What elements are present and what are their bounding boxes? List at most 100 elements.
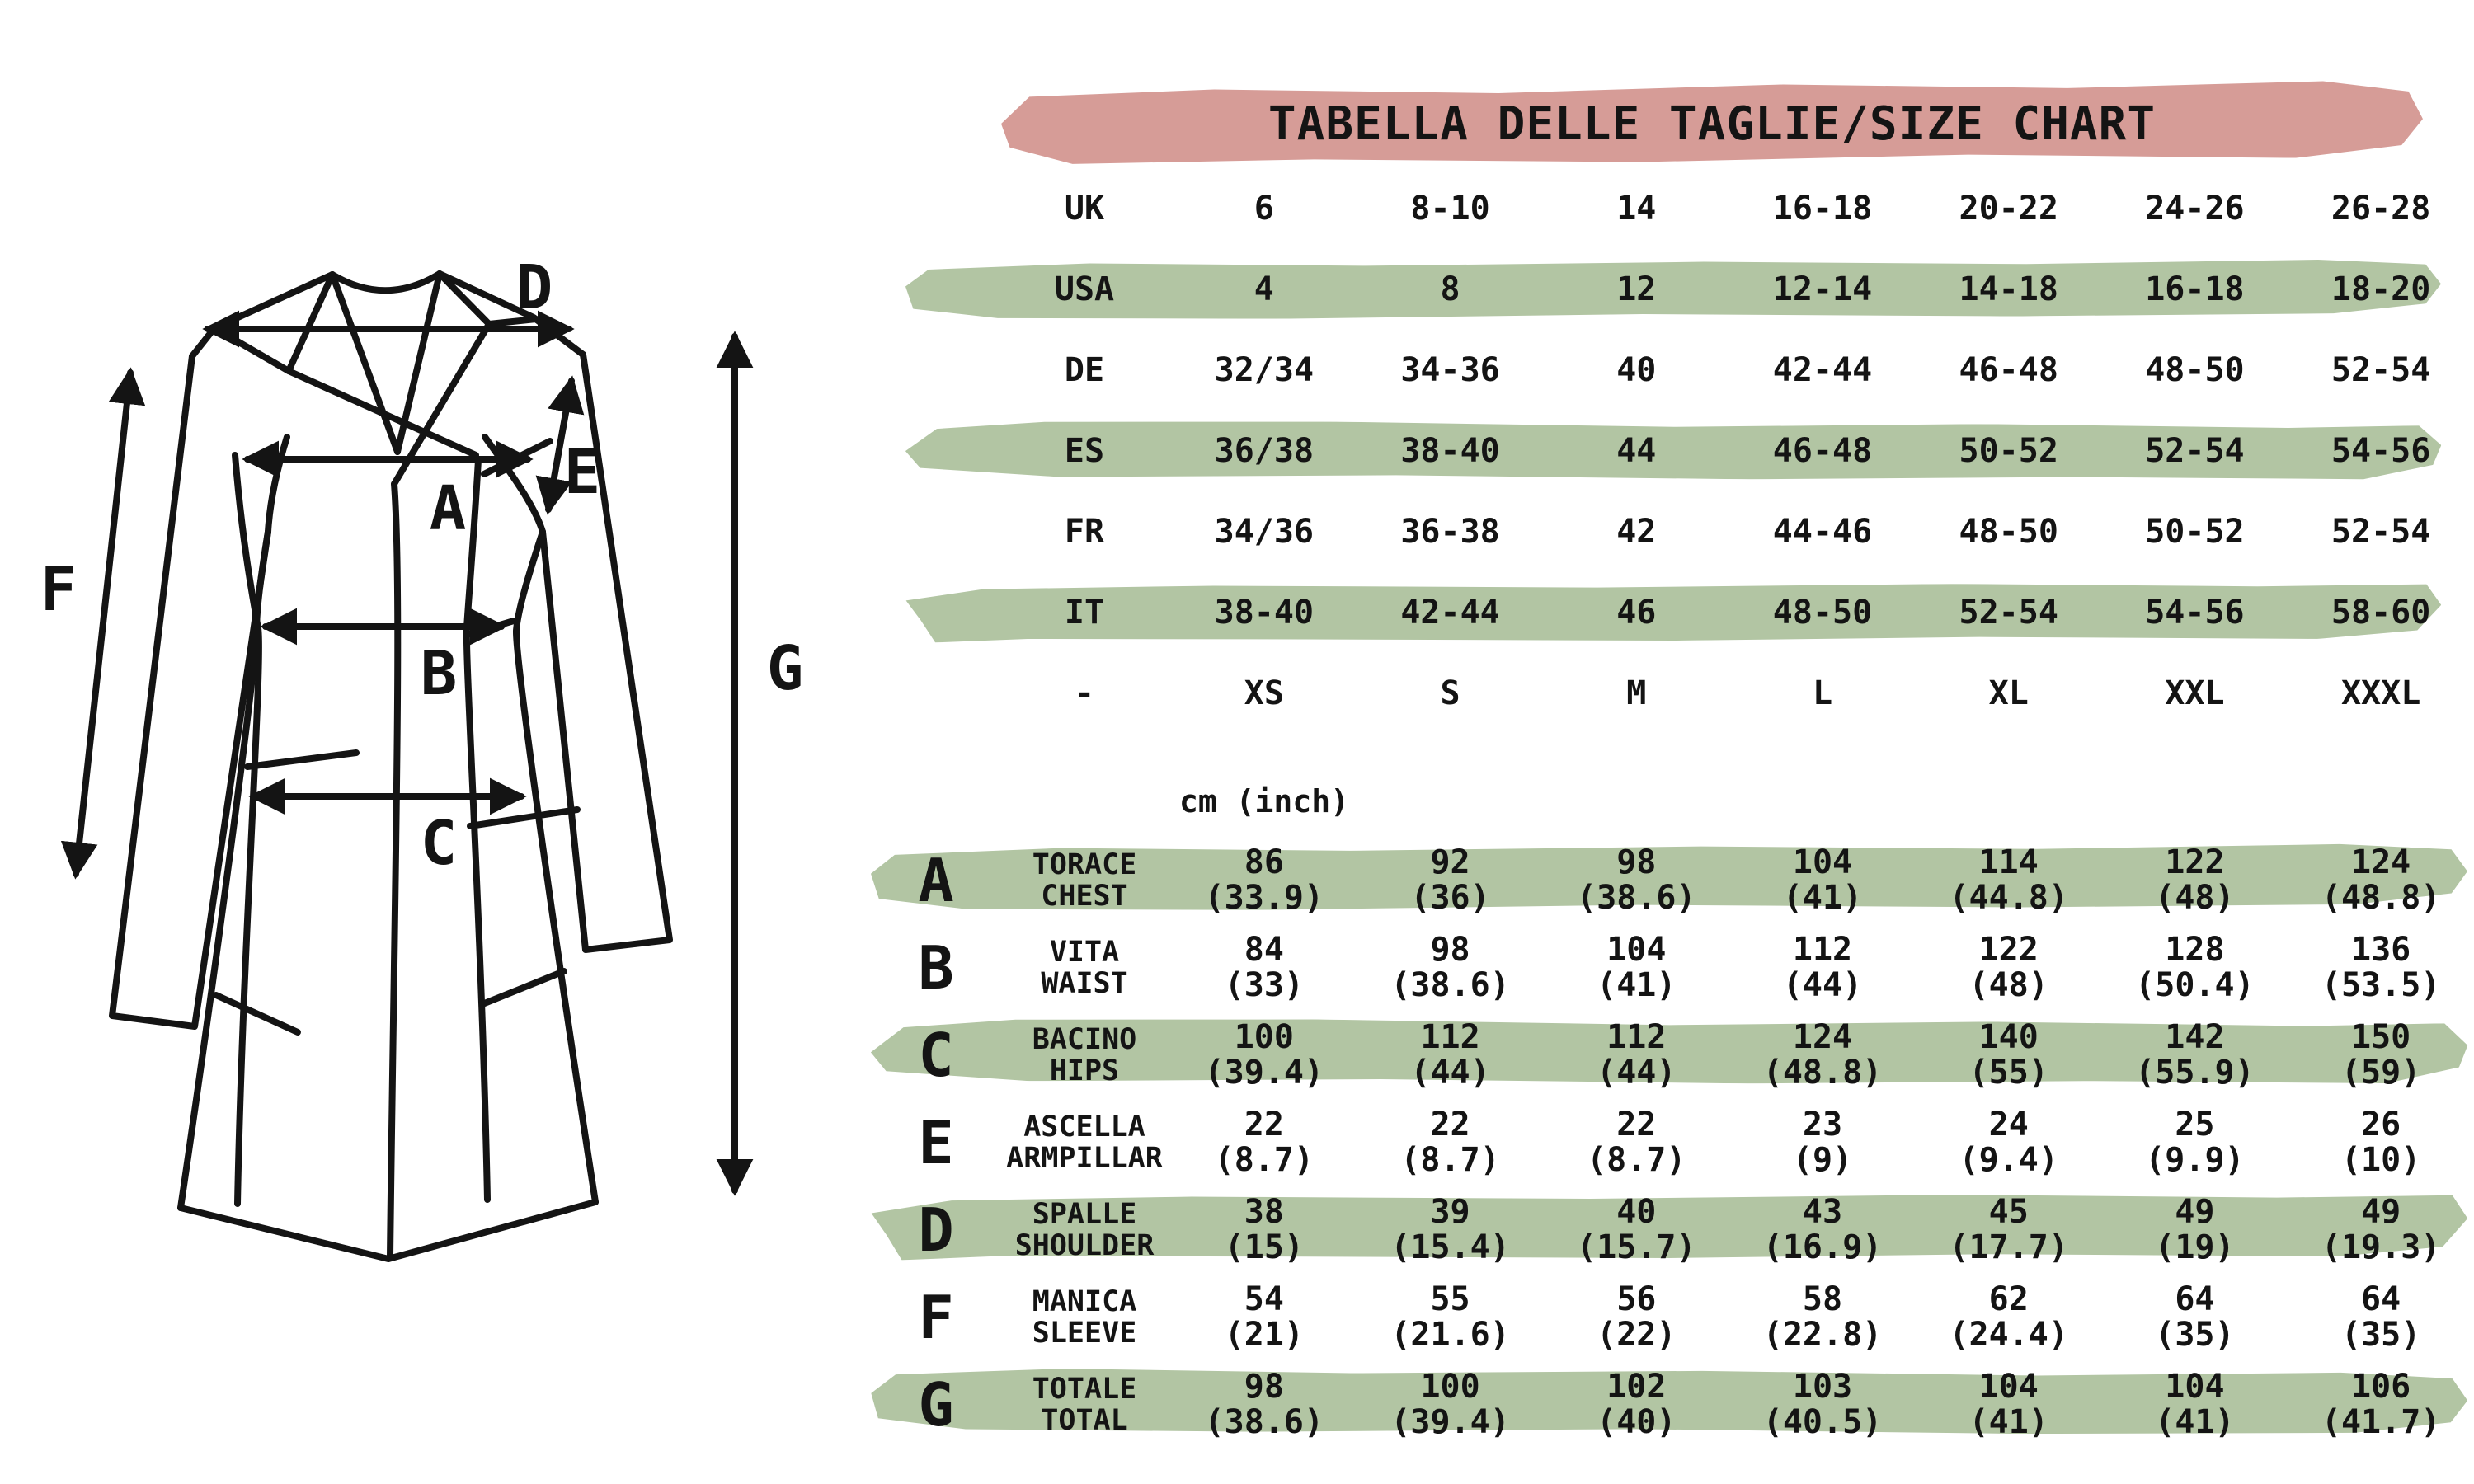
row-name-it: BACINO (1032, 1023, 1137, 1056)
measure-cell: 150 (59) (2340, 1018, 2421, 1092)
diagram-label-a: A (430, 473, 467, 544)
size-cell: 54-56 (2145, 594, 2245, 632)
row-name-en: TOTAL (1041, 1404, 1128, 1437)
measure-cell: 54 (21) (1224, 1280, 1305, 1354)
row-letter: B (918, 933, 954, 1003)
row-name-it: TORACE (1032, 848, 1137, 881)
measure-cell: 124 (48.8) (1762, 1018, 1883, 1092)
measure-cell: 104 (41) (2155, 1368, 2235, 1441)
coat-shoulder-right (436, 270, 586, 358)
measure-cell: 43 (16.9) (1762, 1193, 1883, 1266)
size-cell: 12 (1616, 270, 1657, 308)
measure-cell: 140 (55) (1968, 1018, 2048, 1092)
row-letter: G (918, 1370, 954, 1439)
coat-seam-left (232, 452, 262, 1207)
size-row-label: IT (1064, 594, 1105, 632)
measure-cell: 114 (44.8) (1949, 843, 2068, 917)
row-name-en: SHOULDER (1014, 1229, 1155, 1262)
measure-cell: 112 (44) (1410, 1018, 1490, 1092)
size-cell: 52-54 (1959, 594, 2058, 632)
row-letter: D (918, 1195, 954, 1265)
row-letter: C (918, 1021, 954, 1090)
size-cell: 54-56 (2331, 432, 2431, 470)
measure-cell: 25 (9.9) (2145, 1106, 2245, 1179)
measure-cell: 24 (9.4) (1959, 1106, 2058, 1179)
coat-seam-right (463, 457, 491, 1203)
row-name-en: SLEEVE (1032, 1317, 1137, 1350)
size-cell: 48-50 (2145, 351, 2245, 389)
size-cell: 50-52 (1959, 432, 2058, 470)
coat-collar (329, 270, 443, 294)
size-row-usa: USA 4 8 12 12-14 14-18 16-18 18-20 (874, 261, 2474, 318)
measure-cell: 112 (44) (1597, 1018, 1677, 1092)
measure-cell: 122 (48) (2155, 843, 2235, 917)
measure-cell: 49 (19) (2155, 1193, 2235, 1266)
measurement-row-d: D SPALLE SHOULDER 38 (15) 39 (15.4) 40 (15.7… (874, 1195, 2474, 1266)
size-cell: 26-28 (2331, 190, 2431, 228)
row-name-en: WAIST (1041, 967, 1128, 1000)
measure-cell: 112 (44) (1782, 931, 1863, 1004)
size-cell: 52-54 (2331, 351, 2431, 389)
size-cell: 14 (1616, 190, 1657, 228)
measure-cell: 103 (40.5) (1762, 1368, 1883, 1441)
size-cell: S (1440, 674, 1460, 712)
measure-cell: 58 (22.8) (1762, 1280, 1883, 1354)
size-cell: 44 (1616, 432, 1657, 470)
measurement-row-f: F MANICA SLEEVE 54 (21) 55 (21.6) 56 (22) 58… (874, 1282, 2474, 1353)
coat-sleeve-right (539, 351, 673, 953)
coat-lapel-left (285, 271, 479, 458)
size-cell: 46 (1616, 594, 1657, 632)
size-cell: 14-18 (1959, 270, 2058, 308)
row-name-it: SPALLE (1032, 1198, 1137, 1231)
coat-lapel-roll-left (329, 271, 401, 455)
size-cell: XXXL (2340, 674, 2421, 712)
row-name-en: HIPS (1049, 1054, 1120, 1087)
size-cell: 42 (1616, 513, 1657, 551)
measure-cell: 56 (22) (1597, 1280, 1677, 1354)
coat-center-front (387, 481, 402, 1260)
size-cell: 40 (1616, 351, 1657, 389)
measure-cell: 142 (55.9) (2135, 1018, 2255, 1092)
size-row-label: USA (1054, 270, 1115, 308)
measure-cell: 39 (15.4) (1390, 1193, 1510, 1266)
diagram-label-b: B (421, 638, 458, 709)
size-row-de: DE 32/34 34-36 40 42-44 46-48 48-50 52-5… (874, 341, 2474, 399)
row-name-it: VITA (1049, 936, 1120, 969)
measure-cell: 40 (15.7) (1577, 1193, 1696, 1266)
size-cell: 50-52 (2145, 513, 2245, 551)
arrow-e (535, 375, 585, 515)
measure-cell: 22 (8.7) (1400, 1106, 1500, 1179)
size-cell: 46-48 (1772, 432, 1873, 470)
measure-cell: 104 (41) (1597, 931, 1677, 1004)
size-cell: M (1626, 674, 1647, 712)
diagram-label-f: F (40, 554, 78, 625)
measure-cell: 26 (10) (2340, 1106, 2421, 1179)
row-name-en: CHEST (1041, 880, 1128, 913)
measurement-row-b: B VITA WAIST 84 (33) 98 (38.6) 104 (41) 112(… (874, 932, 2474, 1003)
size-cell: 16-18 (1772, 190, 1873, 228)
size-cell: XL (1988, 674, 2029, 712)
measurement-row-e: E ASCELLA ARMPILLAR 22 (8.7) 22 (8.7) 22 (8.… (874, 1107, 2474, 1178)
size-cell: 46-48 (1959, 351, 2058, 389)
size-cell: 34/36 (1214, 513, 1315, 551)
measure-cell: 128 (50.4) (2135, 931, 2255, 1004)
size-cell: 52-54 (2145, 432, 2245, 470)
size-cell: 36-38 (1400, 513, 1500, 551)
coat-armhole-left (265, 434, 290, 535)
size-cell: 4 (1253, 270, 1274, 308)
measure-cell: 64 (35) (2340, 1280, 2421, 1354)
measure-cell: 23 (9) (1792, 1106, 1853, 1179)
size-cell: XS (1244, 674, 1284, 712)
page-title: TABELLA DELLE TAGLIE/SIZE CHART (1268, 97, 2157, 151)
measurement-row-c: C BACINO HIPS 100 (39.4) 112 (44) 112 (44) 1… (874, 1020, 2474, 1091)
measure-cell: 98 (38.6) (1390, 931, 1510, 1004)
size-cell: XXL (2165, 674, 2225, 712)
measurement-row-a: A TORACE CHEST 86 (33.9) 92 (36) 98 (38.6) 1… (874, 845, 2474, 916)
measure-cell: 92 (36) (1410, 843, 1490, 917)
measure-cell: 86 (33.9) (1204, 843, 1324, 917)
measure-cell: 62 (24.4) (1949, 1280, 2068, 1354)
row-name-it: MANICA (1032, 1285, 1137, 1318)
coat-collar-flap-left (213, 326, 292, 374)
size-cell: 42-44 (1772, 351, 1873, 389)
